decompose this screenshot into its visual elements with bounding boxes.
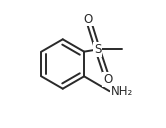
Text: O: O bbox=[83, 13, 93, 26]
Text: O: O bbox=[103, 73, 112, 86]
Text: S: S bbox=[94, 43, 101, 56]
Text: NH₂: NH₂ bbox=[111, 85, 133, 98]
